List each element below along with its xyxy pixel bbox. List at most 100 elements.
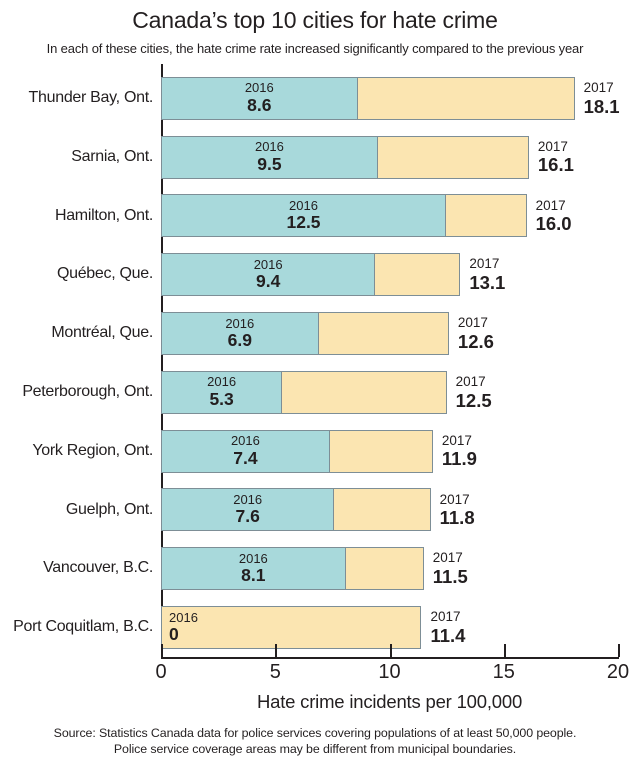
bar-label-2016: 2016 0 — [169, 610, 198, 644]
value-2017: 11.8 — [439, 507, 475, 529]
bar-2016-segment: 2016 9.5 — [162, 136, 378, 178]
bar-2016-segment: 2016 7.6 — [162, 489, 335, 531]
row-plot-area: 2016 8.1 2017 11.5 — [161, 539, 630, 598]
city-label: Québec, Que. — [56, 265, 153, 283]
chart-row: Port Coquitlam, B.C. 2016 0 2017 11.4 — [0, 598, 630, 657]
bar-label-2016: 2016 8.1 — [239, 551, 268, 586]
value-2016: 7.6 — [235, 506, 260, 527]
value-2016: 9.5 — [257, 153, 282, 174]
value-2016: 8.6 — [247, 94, 272, 115]
city-label: Port Coquitlam, B.C. — [13, 618, 153, 636]
city-label: Vancouver, B.C. — [43, 559, 153, 577]
city-label: Peterborough, Ont. — [22, 382, 153, 400]
chart-row: Peterborough, Ont. 2016 5.3 2017 12.5 — [0, 363, 630, 422]
plot-region: Thunder Bay, Ont. 2016 8.6 2017 18.1 Sarnia, … — [0, 64, 630, 659]
chart-row: Vancouver, B.C. 2016 8.1 2017 11.5 — [0, 539, 630, 598]
bar-2016-segment: 2016 9.4 — [162, 254, 376, 296]
year-2017-label: 2017 — [432, 550, 463, 566]
bar-label-2016: 2016 8.6 — [245, 81, 274, 115]
year-2017-label: 2017 — [441, 432, 472, 448]
row-plot-area: 2016 8.6 2017 18.1 — [161, 69, 630, 128]
value-2016: 6.9 — [227, 330, 252, 351]
year-2016-label: 2016 — [225, 315, 255, 331]
bar-2017: 2016 12.5 — [161, 194, 527, 238]
year-2017-label: 2017 — [439, 491, 470, 507]
x-axis-tick — [161, 644, 163, 657]
bar-2016-segment: 2016 8.1 — [162, 548, 346, 590]
bar-label-2017: 2017 11.9 — [442, 433, 477, 470]
bar-label-2017: 2017 11.4 — [430, 609, 465, 646]
bar-label-2017: 2017 11.8 — [440, 492, 475, 529]
bar-label-2017: 2017 16.1 — [538, 139, 574, 176]
y-axis-line — [161, 64, 163, 657]
value-2016: 8.1 — [241, 565, 266, 586]
row-plot-area: 2016 7.6 2017 11.8 — [161, 481, 630, 540]
chart-row: Guelph, Ont. 2016 7.6 2017 11.8 — [0, 481, 630, 540]
city-label: Hamilton, Ont. — [54, 206, 153, 224]
value-2017: 13.1 — [469, 271, 506, 293]
bar-2016-segment: 2016 12.5 — [162, 195, 447, 237]
bar-label-2017: 2017 11.5 — [433, 550, 468, 587]
x-axis-tick — [389, 644, 392, 657]
x-axis-tick — [503, 644, 506, 657]
bar-label-2017: 2017 18.1 — [584, 80, 620, 117]
value-2016: 9.4 — [256, 271, 281, 292]
year-2017-label: 2017 — [430, 609, 461, 625]
bar-2016-segment: 2016 5.3 — [162, 371, 283, 413]
value-2016: 12.5 — [286, 212, 321, 233]
x-axis-tick — [618, 644, 620, 657]
year-2016-label: 2016 — [233, 491, 263, 507]
value-2017: 12.6 — [457, 330, 494, 352]
bar-2017: 2016 5.3 — [161, 370, 447, 414]
x-axis-line — [161, 657, 619, 659]
year-2016-label: 2016 — [230, 433, 260, 449]
row-plot-area: 2016 9.4 2017 13.1 — [161, 245, 630, 304]
year-2016-label: 2016 — [169, 609, 198, 625]
bar-2016-segment: 2016 8.6 — [162, 77, 358, 119]
year-2017-label: 2017 — [537, 138, 568, 154]
x-axis-tick-label: 0 — [155, 661, 167, 683]
city-label: Montréal, Que. — [51, 324, 153, 342]
bar-2017: 2016 0 — [161, 606, 422, 650]
bar-label-2016: 2016 6.9 — [225, 315, 255, 351]
x-axis-tick — [275, 644, 278, 657]
value-2017: 18.1 — [583, 95, 620, 117]
x-axis-tick-label: 15 — [492, 661, 515, 683]
bar-2017: 2016 8.6 — [161, 76, 575, 120]
x-axis-tick-labels: 0 5 10 15 20 — [0, 657, 630, 690]
value-2016: 7.4 — [233, 447, 258, 468]
bar-2017: 2016 9.5 — [161, 135, 529, 179]
value-2017: 11.9 — [441, 448, 477, 470]
bar-2016-segment: 2016 7.4 — [162, 430, 330, 472]
bar-chart: Thunder Bay, Ont. 2016 8.6 2017 18.1 Sarnia, … — [0, 64, 630, 713]
year-2016-label: 2016 — [289, 197, 318, 213]
city-label: Guelph, Ont. — [65, 500, 153, 518]
row-plot-area: 2016 7.4 2017 11.9 — [161, 422, 630, 481]
bar-label-2017: 2017 12.5 — [456, 374, 492, 411]
bar-label-2017: 2017 12.6 — [458, 315, 494, 352]
year-2016-label: 2016 — [207, 374, 237, 390]
source-note: Source: Statistics Canada data for polic… — [0, 726, 630, 757]
chart-row: York Region, Ont. 2016 7.4 2017 11.9 — [0, 422, 630, 481]
x-axis-title: Hate crime incidents per 100,000 — [256, 691, 523, 712]
chart-row: Montréal, Que. 2016 6.9 2017 12.6 — [0, 304, 630, 363]
year-2017-label: 2017 — [583, 80, 614, 95]
bar-label-2016: 2016 7.4 — [231, 434, 260, 468]
year-2017-label: 2017 — [455, 373, 486, 389]
chart-subtitle: In each of these cities, the hate crime … — [46, 41, 584, 56]
year-2016-label: 2016 — [254, 139, 284, 155]
chart-row: Thunder Bay, Ont. 2016 8.6 2017 18.1 — [0, 69, 630, 128]
x-axis-tick-label: 10 — [378, 661, 401, 683]
bar-label-2017: 2017 13.1 — [469, 256, 505, 293]
bar-label-2017: 2017 16.0 — [536, 198, 572, 235]
x-axis-tick-label: 20 — [606, 661, 630, 683]
bar-label-2016: 2016 9.5 — [255, 140, 284, 174]
bar-2017: 2016 6.9 — [161, 312, 449, 356]
row-plot-area: 2016 6.9 2017 12.6 — [161, 304, 630, 363]
source-line-1: Source: Statistics Canada data for polic… — [53, 726, 577, 740]
value-2017: 16.0 — [535, 213, 572, 235]
bar-label-2016: 2016 7.6 — [233, 491, 263, 527]
bar-2017: 2016 8.1 — [161, 547, 424, 591]
chart-title: Canada’s top 10 cities for hate crime — [132, 7, 498, 33]
value-2017: 12.5 — [455, 389, 492, 411]
